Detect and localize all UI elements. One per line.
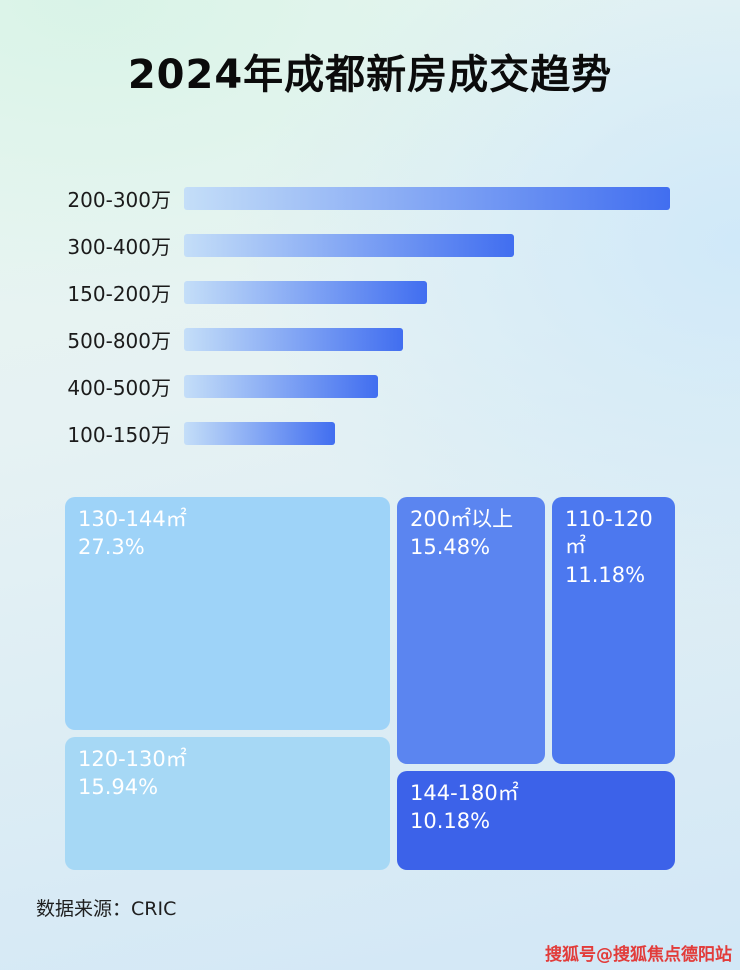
- treemap-block-percentage: 11.18%: [565, 562, 646, 587]
- bar-category-label: 100-150万: [67, 422, 171, 447]
- treemap-block-percentage: 10.18%: [410, 809, 491, 834]
- treemap-block: 110-120㎡ 11.18%: [552, 497, 675, 764]
- bar: [184, 374, 378, 398]
- treemap-block-label: 144-180㎡: [410, 781, 519, 805]
- watermark-text: 搜狐号@搜狐焦点德阳站: [545, 945, 732, 965]
- treemap-block-label: 130-144㎡: [78, 507, 187, 531]
- price-range-bar-chart: 200-300万 300-400万 150-200万 500-800万 400-500万…: [55, 186, 695, 468]
- bar: [184, 280, 427, 304]
- bar: [184, 421, 335, 445]
- treemap-block-label: 110-120㎡: [565, 507, 653, 559]
- bar-category-label: 300-400万: [67, 234, 171, 259]
- treemap-block: 120-130㎡ 15.94%: [65, 737, 390, 870]
- bar-row: 150-200万: [55, 280, 695, 306]
- bar-category-label: 150-200万: [67, 281, 171, 306]
- treemap-block: 144-180㎡ 10.18%: [397, 771, 675, 870]
- treemap-block-label: 120-130㎡: [78, 747, 187, 771]
- treemap-block-percentage: 15.94%: [78, 775, 159, 800]
- bar-row: 400-500万: [55, 374, 695, 400]
- bar-row: 100-150万: [55, 421, 695, 447]
- bar: [184, 233, 514, 257]
- treemap-block: 130-144㎡ 27.3%: [65, 497, 390, 730]
- treemap-block-percentage: 15.48%: [410, 535, 491, 560]
- data-source-note: 数据来源：CRIC: [36, 898, 177, 920]
- area-share-treemap: 130-144㎡ 27.3% 120-130㎡ 15.94% 200㎡以上 15.48% 1…: [65, 497, 675, 870]
- bar-row: 500-800万: [55, 327, 695, 353]
- bar: [184, 186, 670, 210]
- bar-row: 200-300万: [55, 186, 695, 212]
- bar-category-label: 500-800万: [67, 328, 171, 353]
- bar: [184, 327, 403, 351]
- treemap-block-label: 200㎡以上: [410, 507, 514, 531]
- treemap-block: 200㎡以上 15.48%: [397, 497, 545, 764]
- page-title: 2024年成都新房成交趋势: [127, 52, 613, 98]
- bar-category-label: 200-300万: [67, 187, 171, 212]
- bar-row: 300-400万: [55, 233, 695, 259]
- treemap-block-percentage: 27.3%: [78, 535, 145, 560]
- bar-category-label: 400-500万: [67, 375, 171, 400]
